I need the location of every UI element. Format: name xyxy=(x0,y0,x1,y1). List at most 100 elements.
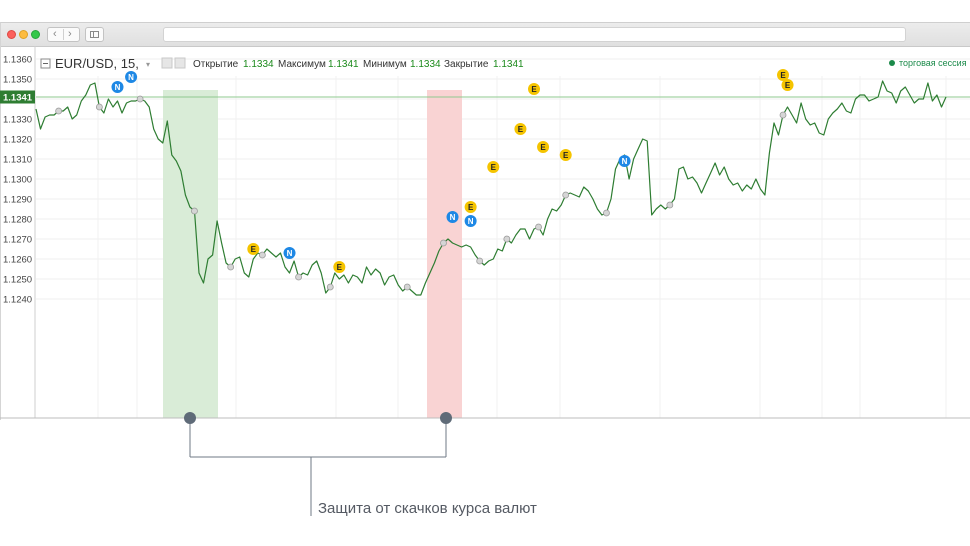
y-tick-label: 1.1270 xyxy=(3,235,32,246)
y-axis-ticks: 1.13601.13501.13401.13301.13201.13101.13… xyxy=(3,55,32,306)
address-bar[interactable] xyxy=(163,27,906,42)
price-chart[interactable]: 1.13601.13501.13401.13301.13201.13101.13… xyxy=(0,46,970,426)
bracket-left-dot xyxy=(184,412,196,424)
ohlc-readout: Открытие 1.1334 Максимум 1.1341 Минимум … xyxy=(193,59,524,70)
event-marker[interactable]: E xyxy=(559,149,572,161)
event-marker[interactable]: E xyxy=(514,123,527,135)
browser-toolbar: ‹ › xyxy=(1,23,970,47)
marker-label: E xyxy=(518,125,524,134)
forward-button[interactable]: › xyxy=(68,28,72,40)
marker-circle xyxy=(333,261,346,273)
y-tick-label: 1.1300 xyxy=(3,175,32,186)
protection-zone-red xyxy=(427,90,462,418)
marker-circle xyxy=(464,215,477,227)
price-point xyxy=(562,191,570,199)
news-marker[interactable]: N xyxy=(464,215,477,227)
annotation-caption: Защита от скачков курса валют xyxy=(318,500,537,517)
price-point xyxy=(535,223,542,231)
y-tick-label: 1.1280 xyxy=(3,215,32,226)
marker-circle xyxy=(618,155,631,167)
marker-label: E xyxy=(785,81,791,90)
settings-icon[interactable] xyxy=(161,57,173,69)
marker-circle xyxy=(777,69,790,81)
event-marker[interactable]: E xyxy=(464,201,477,213)
event-marker[interactable]: E xyxy=(333,261,346,273)
marker-circle xyxy=(559,149,572,161)
marker-circle xyxy=(487,161,500,173)
marker-label: E xyxy=(563,151,569,160)
event-marker[interactable]: E xyxy=(537,141,550,153)
event-marker[interactable]: E xyxy=(777,69,790,81)
marker-circle xyxy=(446,211,459,223)
price-point xyxy=(55,107,63,115)
price-point xyxy=(779,111,787,119)
current-price-badge xyxy=(0,90,35,104)
news-marker[interactable]: N xyxy=(125,71,138,83)
symbol-label[interactable]: EUR/USD, 15, xyxy=(55,56,139,71)
news-marker[interactable]: N xyxy=(111,81,124,93)
marker-label: N xyxy=(115,83,121,92)
marker-circle xyxy=(125,71,138,83)
back-button[interactable]: ‹ xyxy=(53,28,57,40)
current-price-label: 1.1341 xyxy=(3,92,33,103)
marker-circle xyxy=(537,141,550,153)
y-tick-label: 1.1290 xyxy=(3,195,32,206)
event-marker[interactable]: E xyxy=(781,79,794,91)
marker-circle xyxy=(111,81,124,93)
y-tick-label: 1.1360 xyxy=(3,55,32,66)
price-point xyxy=(258,251,266,259)
high-value: 1.1341 xyxy=(328,59,359,70)
marker-label: N xyxy=(128,73,134,82)
price-point xyxy=(191,207,198,215)
marker-label: E xyxy=(531,85,537,94)
sidebar-toggle-button[interactable] xyxy=(85,27,104,42)
protection-zone-green xyxy=(163,90,218,418)
price-point xyxy=(95,103,103,111)
marker-circle xyxy=(528,83,541,95)
price-point xyxy=(295,273,302,281)
marker-label: E xyxy=(780,71,786,80)
open-value: 1.1334 xyxy=(243,59,274,70)
session-label: торговая сессия xyxy=(899,58,967,68)
session-dot-icon xyxy=(889,60,895,66)
marker-circle xyxy=(514,123,527,135)
y-tick-label: 1.1250 xyxy=(3,275,32,286)
event-marker[interactable]: E xyxy=(487,161,500,173)
y-tick-label: 1.1310 xyxy=(3,155,32,166)
close-label: Закрытие xyxy=(444,59,489,70)
close-value: 1.1341 xyxy=(493,59,524,70)
marker-label: E xyxy=(491,163,497,172)
price-point xyxy=(666,201,674,209)
marker-label: N xyxy=(450,213,456,222)
price-line xyxy=(35,80,947,296)
y-tick-label: 1.1330 xyxy=(3,115,32,126)
marker-circle xyxy=(283,247,296,259)
y-tick-label: 1.1240 xyxy=(3,295,32,306)
news-marker[interactable]: N xyxy=(618,155,631,167)
price-point xyxy=(476,257,484,265)
close-icon[interactable] xyxy=(174,57,186,69)
price-point xyxy=(136,95,144,103)
low-label: Минимум xyxy=(363,59,407,70)
minimize-window-button[interactable] xyxy=(19,30,28,39)
close-window-button[interactable] xyxy=(7,30,16,39)
zoom-window-button[interactable] xyxy=(31,30,40,39)
marker-label: E xyxy=(540,143,546,152)
price-points xyxy=(55,95,787,291)
event-marker[interactable]: E xyxy=(247,243,260,255)
price-point xyxy=(603,209,610,217)
nav-separator xyxy=(63,29,64,40)
bracket-right-dot xyxy=(440,412,452,424)
news-marker[interactable]: N xyxy=(283,247,296,259)
news-marker[interactable]: N xyxy=(446,211,459,223)
sidebar-icon xyxy=(90,31,99,38)
dropdown-chevron-icon[interactable]: ▾ xyxy=(146,60,150,69)
low-value: 1.1334 xyxy=(410,59,441,70)
event-marker[interactable]: E xyxy=(528,83,541,95)
marker-label: E xyxy=(251,245,257,254)
marker-label: E xyxy=(468,203,474,212)
y-tick-label: 1.1320 xyxy=(3,135,32,146)
marker-label: N xyxy=(468,217,474,226)
